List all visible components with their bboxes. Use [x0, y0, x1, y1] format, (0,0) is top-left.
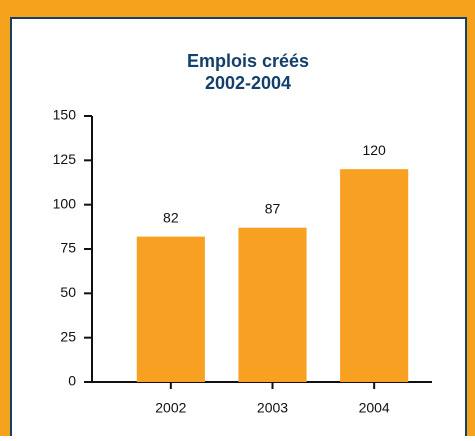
value-label: 120: [362, 142, 386, 158]
bar: [238, 227, 307, 382]
x-tick-label: 2004: [359, 400, 390, 416]
y-tick-label: 25: [60, 328, 76, 344]
chart-subtitle: 2002-2004: [205, 73, 291, 93]
y-tick-label: 50: [60, 284, 76, 300]
chart-title: Emplois créés: [187, 51, 309, 71]
bar: [136, 236, 205, 382]
value-label: 82: [163, 209, 179, 225]
bar: [340, 169, 409, 382]
value-label: 87: [265, 200, 281, 216]
y-tick-label: 150: [53, 107, 77, 123]
x-tick-label: 2003: [257, 400, 288, 416]
y-tick-label: 125: [53, 151, 77, 167]
y-tick-label: 100: [53, 195, 77, 211]
y-tick-label: 75: [60, 240, 76, 256]
x-tick-label: 2002: [155, 400, 186, 416]
y-tick-label: 0: [68, 373, 76, 389]
